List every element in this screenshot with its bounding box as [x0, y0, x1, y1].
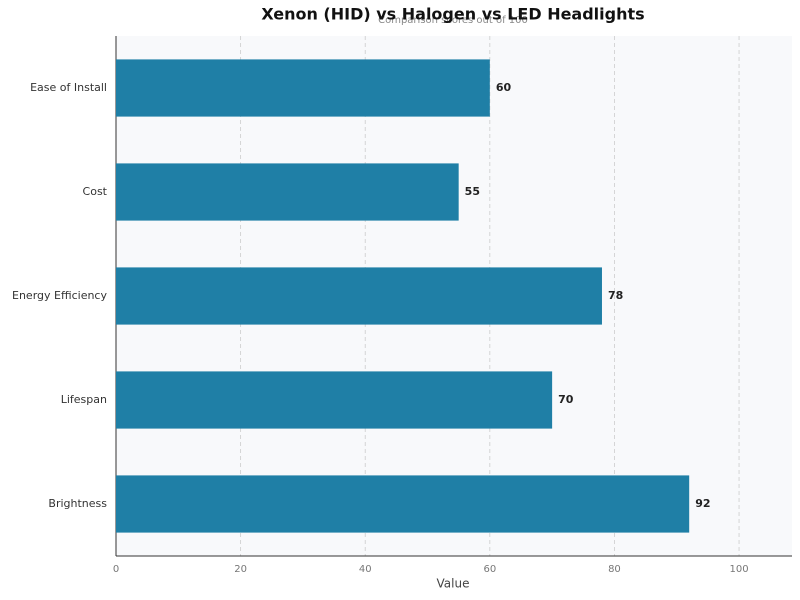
chart-title: Xenon (HID) vs Halogen vs LED Headlights	[261, 5, 644, 24]
y-tick-label: Cost	[83, 185, 108, 198]
y-tick-label: Energy Efficiency	[12, 289, 107, 302]
x-tick-label: 100	[729, 564, 748, 575]
y-tick-label: Ease of Install	[30, 81, 107, 94]
bar	[116, 371, 553, 429]
x-tick-label: 20	[234, 564, 247, 575]
x-tick-label: 60	[483, 564, 496, 575]
value-label: 70	[558, 393, 574, 406]
bar	[116, 59, 490, 117]
bar	[116, 475, 690, 533]
value-label: 55	[465, 185, 480, 198]
chart-subtitle: Comparison scores out of 100	[378, 15, 528, 26]
value-label: 78	[608, 289, 623, 302]
x-tick-label: 0	[113, 564, 119, 575]
x-tick-label: 40	[359, 564, 372, 575]
y-tick-label: Brightness	[48, 497, 107, 510]
x-tick-label: 80	[608, 564, 621, 575]
y-tick-label: Lifespan	[61, 393, 107, 406]
value-label: 92	[695, 497, 710, 510]
bar	[116, 163, 459, 221]
bar	[116, 267, 602, 325]
value-label: 60	[496, 81, 512, 94]
x-axis-label: Value	[437, 577, 470, 591]
